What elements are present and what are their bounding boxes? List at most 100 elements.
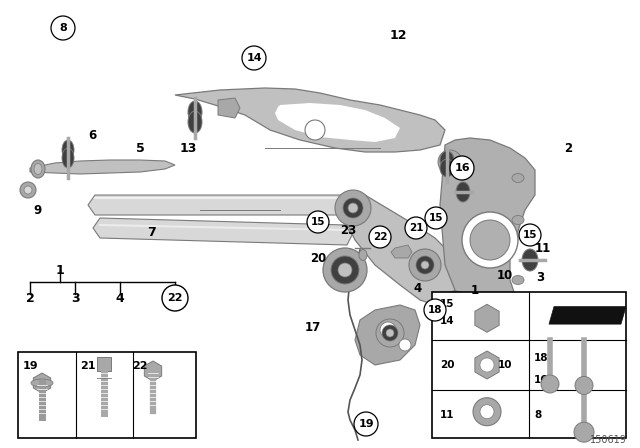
Bar — [18, 352, 196, 438]
Circle shape — [416, 256, 434, 274]
Circle shape — [450, 156, 474, 180]
Text: 20: 20 — [310, 251, 326, 264]
Circle shape — [519, 224, 541, 246]
Text: 6: 6 — [88, 129, 96, 142]
Circle shape — [462, 212, 518, 268]
Polygon shape — [355, 305, 420, 365]
Ellipse shape — [440, 151, 454, 169]
Ellipse shape — [512, 215, 524, 224]
Circle shape — [307, 211, 329, 233]
Text: 19: 19 — [358, 419, 374, 429]
Text: 10: 10 — [498, 360, 513, 370]
Text: 15: 15 — [311, 217, 325, 227]
Text: 22: 22 — [132, 361, 148, 371]
Circle shape — [480, 405, 494, 419]
Circle shape — [541, 375, 559, 393]
Text: 5: 5 — [136, 142, 145, 155]
Text: 10: 10 — [497, 268, 513, 281]
Circle shape — [305, 120, 325, 140]
Ellipse shape — [62, 148, 74, 168]
Polygon shape — [391, 245, 412, 258]
Text: 17: 17 — [305, 320, 321, 333]
Text: 11: 11 — [440, 409, 454, 420]
Circle shape — [24, 186, 32, 194]
Circle shape — [369, 226, 391, 248]
Circle shape — [354, 412, 378, 436]
Polygon shape — [30, 160, 175, 174]
Text: 23: 23 — [340, 224, 356, 237]
Circle shape — [162, 285, 188, 311]
Text: 8: 8 — [534, 409, 541, 420]
Circle shape — [382, 325, 398, 341]
Ellipse shape — [31, 379, 53, 387]
Text: 16: 16 — [454, 163, 470, 173]
Polygon shape — [440, 138, 535, 330]
Circle shape — [20, 182, 36, 198]
Text: 15: 15 — [429, 213, 444, 223]
Ellipse shape — [456, 182, 470, 202]
Text: 19: 19 — [22, 361, 38, 371]
Circle shape — [380, 322, 396, 338]
Ellipse shape — [440, 159, 454, 177]
Circle shape — [441, 291, 469, 319]
Text: 1: 1 — [56, 263, 65, 276]
Text: 14: 14 — [440, 316, 454, 326]
Circle shape — [473, 398, 501, 426]
Text: 13: 13 — [179, 142, 196, 155]
Text: 16: 16 — [534, 375, 548, 384]
Ellipse shape — [512, 276, 524, 284]
Ellipse shape — [188, 111, 202, 133]
Polygon shape — [340, 192, 460, 305]
Text: 7: 7 — [148, 225, 156, 238]
Text: 150619: 150619 — [590, 435, 627, 445]
Circle shape — [386, 329, 394, 337]
Ellipse shape — [62, 140, 74, 160]
Ellipse shape — [522, 249, 538, 271]
Polygon shape — [175, 88, 445, 152]
Circle shape — [331, 256, 359, 284]
Circle shape — [335, 190, 371, 226]
Circle shape — [438, 150, 462, 174]
Circle shape — [434, 294, 466, 326]
Bar — [432, 292, 626, 438]
Text: 11: 11 — [535, 241, 551, 254]
Text: 14: 14 — [246, 53, 262, 63]
Text: 22: 22 — [167, 293, 183, 303]
Text: 20: 20 — [440, 360, 454, 370]
Circle shape — [574, 422, 594, 442]
Circle shape — [441, 301, 459, 319]
Text: 21: 21 — [409, 223, 423, 233]
Text: 3: 3 — [70, 292, 79, 305]
Text: 1: 1 — [471, 284, 479, 297]
Ellipse shape — [31, 160, 45, 178]
Circle shape — [343, 198, 363, 218]
Bar — [97, 357, 111, 371]
Text: 12: 12 — [389, 29, 407, 42]
Text: 4: 4 — [414, 281, 422, 294]
Ellipse shape — [34, 164, 42, 175]
Circle shape — [575, 376, 593, 394]
Text: 15: 15 — [440, 299, 454, 309]
Circle shape — [480, 358, 494, 372]
Circle shape — [424, 299, 446, 321]
Text: 2: 2 — [26, 292, 35, 305]
Circle shape — [323, 248, 367, 292]
Text: 21: 21 — [80, 361, 96, 371]
Circle shape — [348, 203, 358, 213]
Text: 4: 4 — [116, 292, 124, 305]
Circle shape — [425, 207, 447, 229]
Circle shape — [51, 16, 75, 40]
Circle shape — [405, 217, 427, 239]
Ellipse shape — [512, 173, 524, 182]
Text: 18: 18 — [428, 305, 442, 315]
Polygon shape — [218, 98, 240, 118]
Text: 8: 8 — [59, 23, 67, 33]
Text: 18: 18 — [534, 353, 548, 363]
Text: 3: 3 — [536, 271, 544, 284]
Text: 2: 2 — [564, 142, 572, 155]
Circle shape — [338, 263, 352, 277]
Ellipse shape — [512, 303, 524, 313]
Ellipse shape — [359, 250, 367, 260]
Text: 15: 15 — [523, 230, 537, 240]
Circle shape — [421, 261, 429, 269]
